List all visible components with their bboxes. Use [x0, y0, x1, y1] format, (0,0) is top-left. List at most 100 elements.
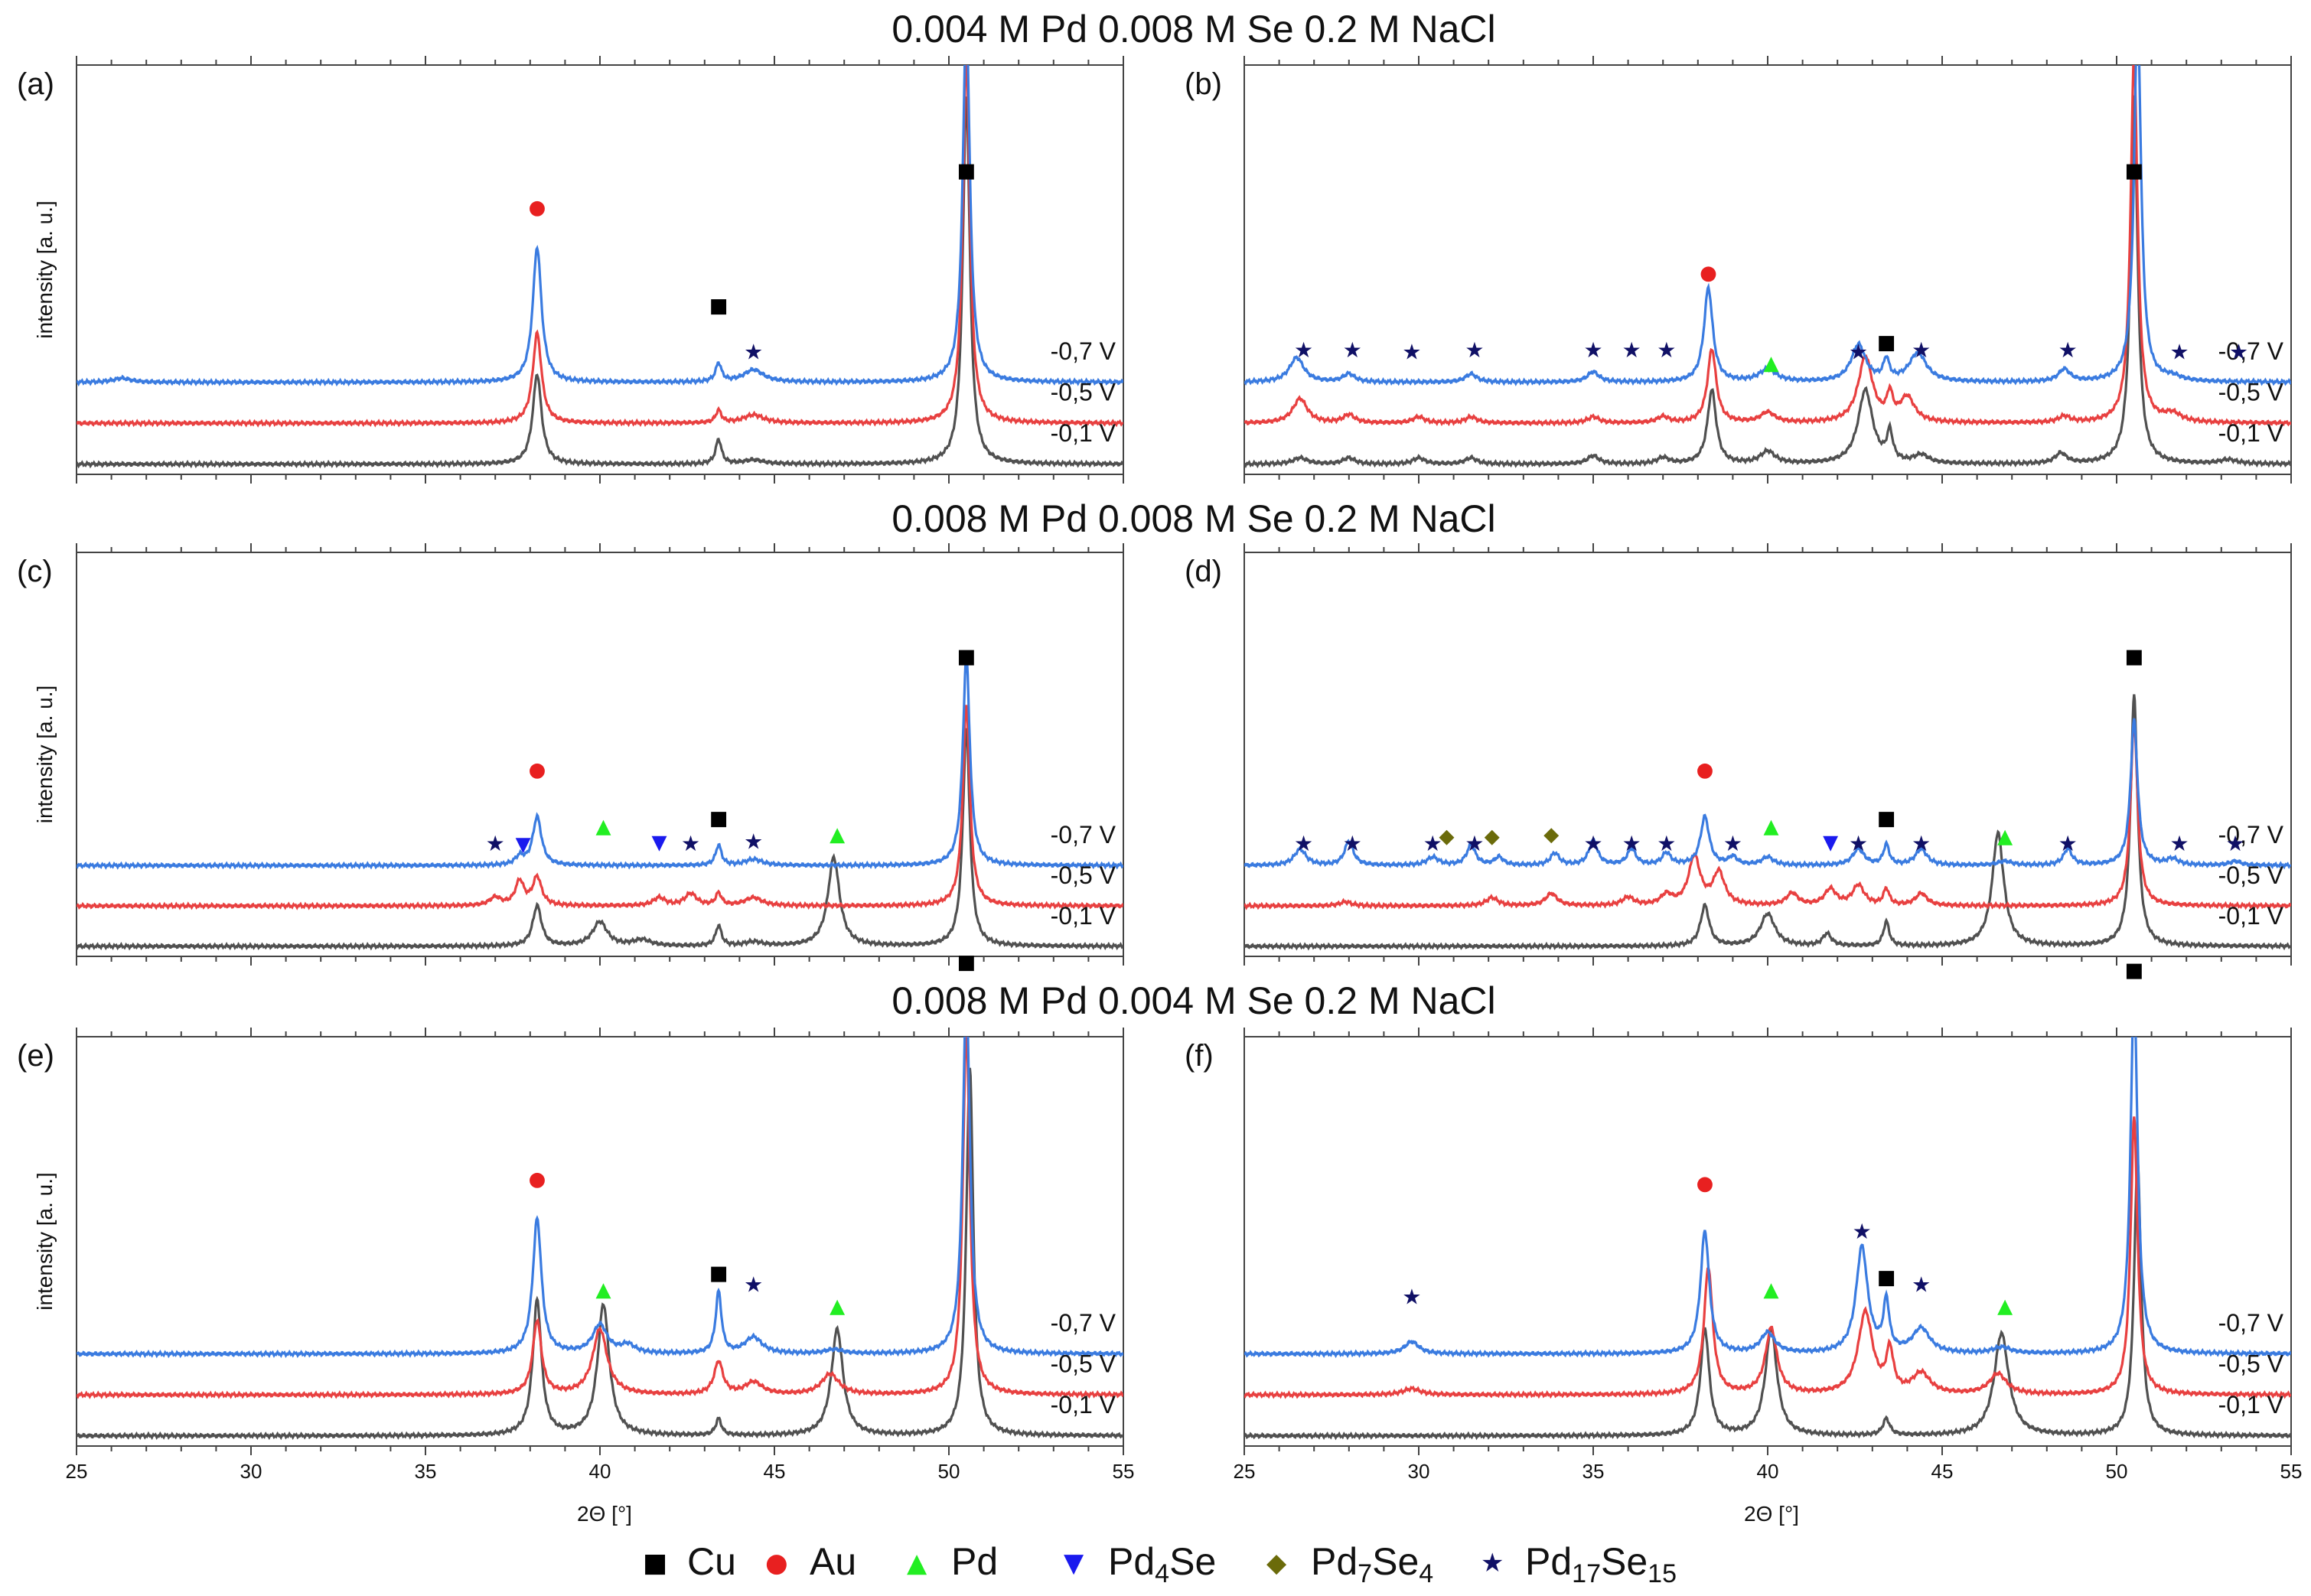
marker-Pd4Se: ▼ [1823, 832, 1838, 855]
tick-label: 35 [1582, 1460, 1605, 1483]
row-title-2: 0.008 M Pd 0.008 M Se 0.2 M NaCl [891, 497, 1495, 540]
panel-label: (a) [17, 67, 54, 101]
marker-Pd17Se15: ★ [681, 831, 700, 856]
marker-Cu: ■ [2125, 159, 2144, 182]
marker-Cu: ■ [957, 159, 976, 182]
marker-Pd7Se4: ◆ [1439, 826, 1454, 848]
panel-label: (e) [17, 1039, 54, 1073]
marker-Pd: ▲ [830, 1295, 845, 1318]
voltage-label: -0,7 V [2218, 337, 2284, 365]
marker-Pd17Se15: ★ [1343, 831, 1362, 856]
x-axis-label-right: 2Θ [°] [1744, 1502, 1799, 1526]
series-line [1244, 1037, 2291, 1359]
phase-markers: ● ■ ★ ■ [529, 159, 976, 364]
marker-Cu: ■ [2125, 646, 2144, 669]
marker-Au: ● [1697, 1172, 1714, 1195]
phase-markers: ★ ▼ ● ▲ ▼ ★ ■ ★ ▲ ■ [486, 646, 976, 857]
marker-Pd17Se15: ★ [1853, 1219, 1872, 1244]
legend-label: Pd17Se15 [1525, 1540, 1677, 1588]
voltage-label: -0,1 V [2218, 902, 2284, 930]
voltage-label: -0,1 V [2218, 419, 2284, 447]
voltage-label: -0,7 V [2218, 1309, 2284, 1337]
x-axis-ticks: 25 30 35 40 45 50 55 [1234, 1028, 2302, 1483]
y-axis-label: intensity [a. u.] [33, 686, 57, 824]
series-line [77, 1037, 1123, 1359]
series-line [1244, 95, 2291, 469]
panel-f: (f)25 30 35 40 45 50 55-0,7 V-0,5 V-0,1 V★●▲★■… [1185, 959, 2302, 1483]
marker-Pd17Se15: ★ [1912, 831, 1931, 856]
marker-Pd17Se15: ★ [744, 1272, 763, 1298]
tick-label: 55 [1113, 1460, 1135, 1483]
series-line [1244, 65, 2291, 386]
marker-Cu: ■ [709, 295, 729, 318]
legend-item-0: ■ Cu [643, 1540, 736, 1583]
curves [77, 1037, 1123, 1441]
marker-Pd17Se15: ★ [2170, 340, 2189, 365]
legend-item-1: ● Au [765, 1540, 856, 1583]
x-axis-ticks [1244, 543, 2292, 966]
series-line [77, 728, 1123, 951]
series-line [1244, 720, 2291, 910]
legend-label: Cu [687, 1540, 736, 1583]
tick-label: 40 [589, 1460, 611, 1483]
marker-Cu: ■ [2125, 959, 2144, 982]
legend-item-3: ▼ Pd4Se [1064, 1540, 1216, 1588]
voltage-label: -0,5 V [1051, 379, 1116, 406]
tick-label: 30 [240, 1460, 262, 1483]
curves [77, 655, 1123, 951]
marker-Pd17Se15: ★ [1622, 337, 1641, 363]
tick-label: 45 [1931, 1460, 1954, 1483]
x-axis-ticks [76, 56, 1124, 484]
panel-c: (c) intensity [a. u.] -0,7 V -0,5 V -0,1 V ★ ▼… [17, 543, 1124, 966]
panels: (a) intensity [a. u.] -0,7 V -0,5 V -0,1 V ● ■… [17, 56, 2302, 1483]
voltage-label: -0,5 V [1051, 1350, 1116, 1378]
marker-Pd17Se15: ★ [1423, 831, 1442, 856]
legend-label: Pd [951, 1540, 998, 1583]
marker-Pd17Se15: ★ [2058, 831, 2078, 856]
curves [77, 65, 1123, 469]
row-title-1: 0.004 M Pd 0.008 M Se 0.2 M NaCl [891, 8, 1495, 50]
voltage-label: -0,7 V [1051, 1309, 1116, 1337]
series-line [77, 1037, 1123, 1399]
marker-Cu: ■ [1877, 331, 1896, 354]
marker-Pd17Se15: ★ [744, 340, 763, 365]
marker-Au: ● [529, 1168, 546, 1191]
series-line [77, 65, 1123, 387]
marker-Pd17Se15: ★ [1622, 831, 1641, 856]
x-axis-ticks: 25 30 35 40 45 50 55 [66, 1028, 1135, 1483]
panel-d: (d)-0,7 V-0,5 V-0,1 V★ ★ ★◆ ★ ◆ ◆ ★ ★ ★●★▲▼ ★■★ ▲ ★… [1185, 543, 2292, 966]
legend-symbol: ◆ [1266, 1548, 1287, 1578]
marker-Pd4Se: ▼ [652, 832, 667, 855]
marker-Cu: ■ [709, 807, 729, 830]
legend: ■ Cu ● Au ▲ Pd ▼ Pd4Se ◆ Pd7Se4 ★ Pd17Se15 [643, 1540, 1677, 1588]
marker-Pd: ▲ [596, 815, 611, 838]
tick-label: 25 [1234, 1460, 1256, 1483]
marker-Pd17Se15: ★ [1402, 1285, 1421, 1310]
marker-Pd17Se15: ★ [1657, 831, 1676, 856]
marker-Cu: ■ [1877, 1266, 1896, 1289]
series-line [77, 96, 1123, 469]
series-line [1244, 718, 2291, 870]
marker-Pd17Se15: ★ [1402, 340, 1421, 365]
voltage-label: -0,7 V [1051, 821, 1116, 848]
legend-item-4: ◆ Pd7Se4 [1266, 1540, 1433, 1588]
legend-symbol: ▼ [1064, 1548, 1084, 1578]
curves [1244, 65, 2291, 469]
voltage-label: -0,5 V [1051, 862, 1116, 889]
marker-Pd17Se15: ★ [1465, 337, 1484, 363]
panel-e: (e) intensity [a. u.] 25 30 35 40 45 50 55 -0,7 V… [17, 951, 1134, 1483]
marker-Au: ● [1697, 758, 1714, 781]
phase-markers: ★●▲★■ ★▲■ [1402, 959, 2143, 1318]
marker-Pd17Se15: ★ [2229, 340, 2248, 365]
series-line [77, 65, 1123, 428]
legend-item-5: ★ Pd17Se15 [1481, 1540, 1677, 1588]
marker-Au: ● [529, 197, 546, 220]
marker-Pd: ▲ [1997, 826, 2013, 848]
voltage-label: -0,1 V [2218, 1391, 2284, 1418]
panel-a: (a) intensity [a. u.] -0,7 V -0,5 V -0,1 V ● ■… [17, 56, 1124, 484]
panel-label: (d) [1185, 555, 1222, 588]
marker-Pd7Se4: ◆ [1543, 823, 1559, 846]
marker-Pd17Se15: ★ [1912, 337, 1931, 363]
phase-markers: ★ ★ ★◆ ★ ◆ ◆ ★ ★ ★●★▲▼ ★■★ ▲ ★■★ ★ [1294, 646, 2245, 857]
series-line [1244, 694, 2291, 951]
